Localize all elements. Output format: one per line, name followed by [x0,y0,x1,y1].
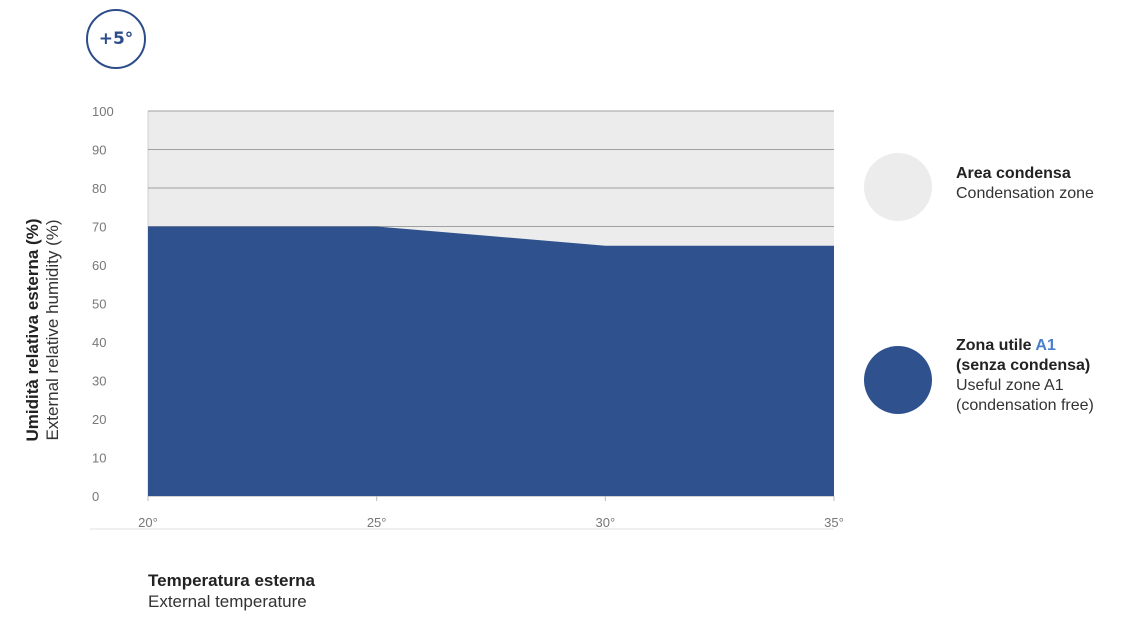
legend-condensation-subtitle: Condensation zone [956,185,1094,202]
x-tick-label: 35° [824,515,844,530]
legend-condensation-title: Area condensa [956,165,1071,182]
y-tick-label: 90 [92,143,106,158]
y-tick-label: 10 [92,451,106,466]
x-axis-title-english: External temperature [148,592,307,611]
legend-condensation-text: Area condensa Condensation zone [956,164,1094,204]
legend-useful-subtitle-line2: (condensation free) [956,397,1094,414]
y-tick-label: 30 [92,374,106,389]
temperature-offset-badge: +5° [86,9,146,69]
y-tick-label: 60 [92,258,106,273]
y-tick-label: 70 [92,220,106,235]
x-tick-label: 30° [595,515,615,530]
legend-condensation-swatch [864,153,932,221]
legend-useful-subtitle-line1: Useful zone A1 [956,377,1064,394]
x-tick-label: 20° [138,515,158,530]
x-tick-label: 25° [367,515,387,530]
legend-useful-title-line2: (senza condensa) [956,357,1091,374]
y-tick-label: 80 [92,181,106,196]
legend-useful-text: Zona utile A1 (senza condensa) Useful zo… [956,336,1094,416]
y-tick-label: 100 [92,104,114,119]
y-tick-label: 50 [92,297,106,312]
x-axis-title-italian: Temperatura esterna [148,571,315,590]
y-tick-label: 40 [92,335,106,350]
x-axis-title: Temperatura esterna External temperature [148,570,315,612]
legend-useful-title-accent: A1 [1035,337,1056,354]
legend-useful-swatch [864,346,932,414]
area-series-useful-zone [148,226,834,496]
y-tick-label: 20 [92,412,106,427]
legend-useful-title: Zona utile [956,337,1036,354]
y-tick-label: 0 [92,489,99,504]
